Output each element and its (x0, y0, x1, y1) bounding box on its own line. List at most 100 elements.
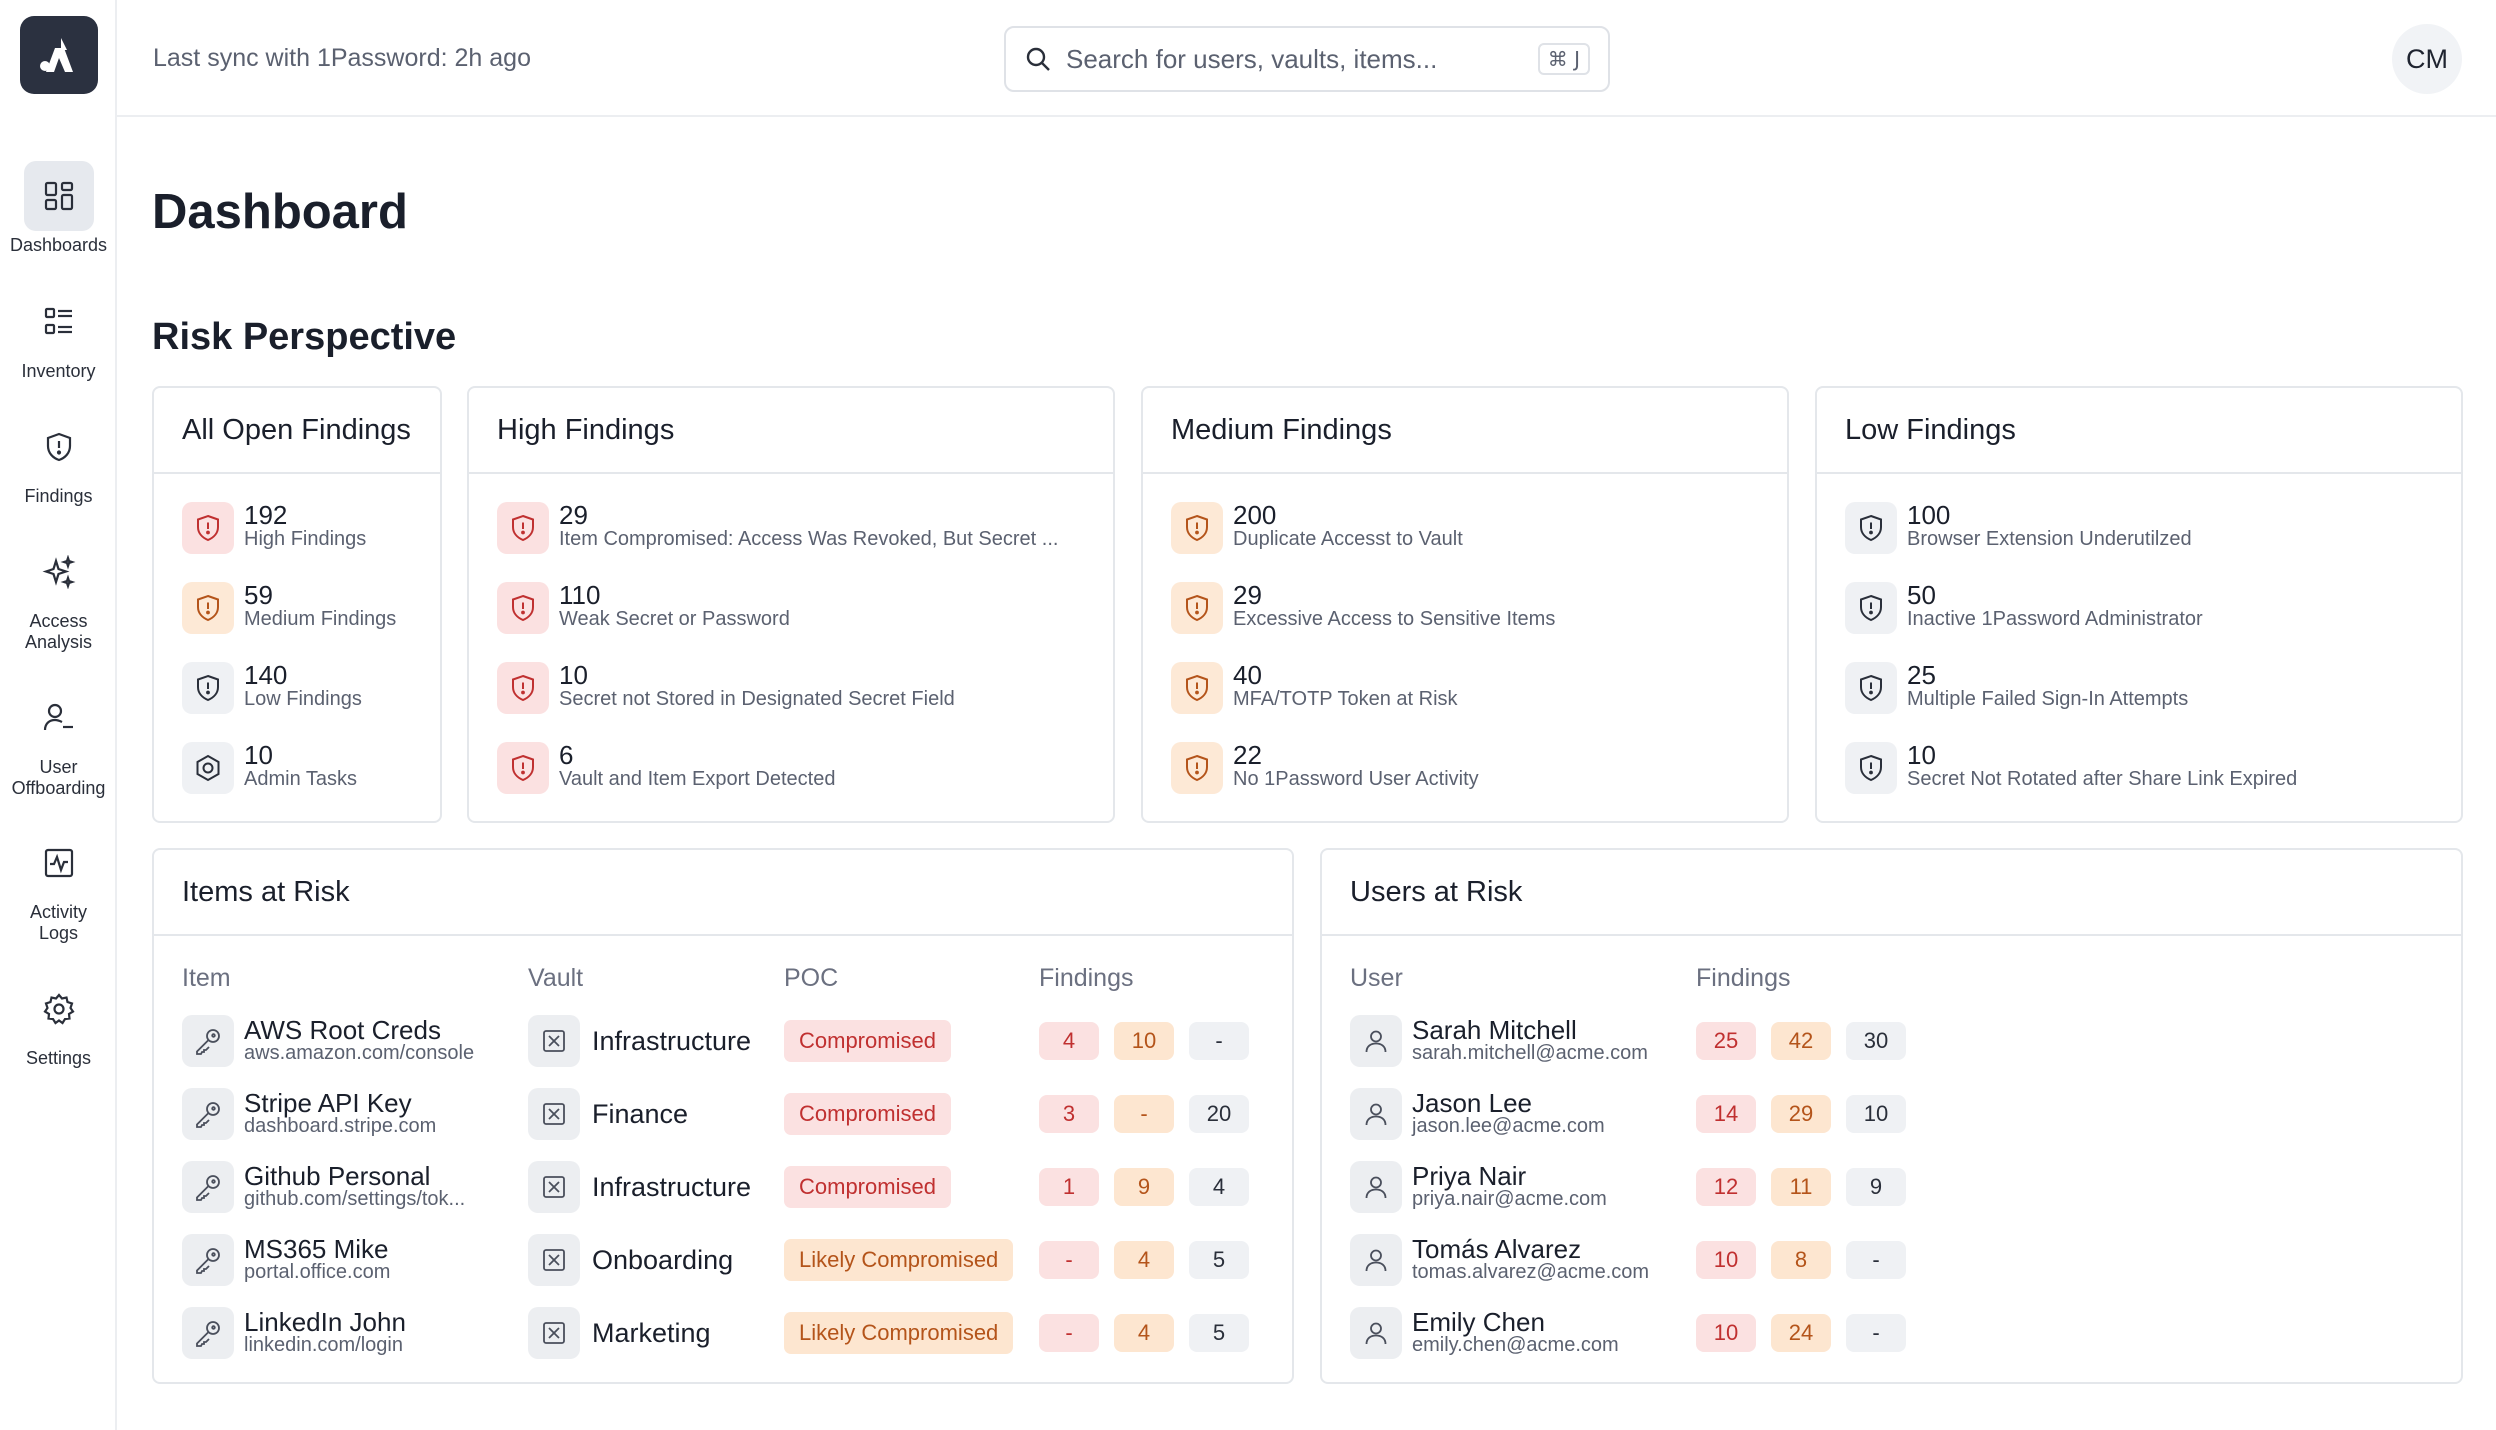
poc-badge: Compromised (784, 1020, 951, 1062)
finding-text: 192 High Findings (244, 502, 366, 550)
user-email: tomas.alvarez@acme.com (1412, 1261, 1650, 1283)
finding-row[interactable]: 140 Low Findings (182, 662, 362, 714)
key-icon (182, 1161, 234, 1213)
finding-label: Duplicate Accesst to Vault (1233, 528, 1463, 550)
table-row[interactable]: Emily Chen emily.chen@acme.com 10 24- (1322, 1302, 2461, 1364)
vault-name: Infrastructure (592, 1025, 752, 1056)
finding-label: Inactive 1Password Administrator (1907, 608, 2203, 630)
user-avatar[interactable]: CM (2392, 24, 2462, 94)
finding-row[interactable]: 10 Admin Tasks (182, 742, 357, 794)
finding-count-pill-red: 25 (1696, 1022, 1756, 1060)
finding-text: 10 Secret not Stored in Designated Secret… (559, 662, 955, 710)
vault-cell: Onboarding (528, 1229, 733, 1291)
list-icon (24, 287, 94, 357)
column-header-poc: POC (784, 964, 839, 992)
finding-row[interactable]: 40 MFA/TOTP Token at Risk (1171, 662, 1458, 714)
app-logo[interactable] (20, 16, 98, 94)
sidebar-item-findings[interactable]: Findings (0, 412, 117, 507)
all-open-findings-title: All Open Findings (154, 388, 440, 474)
sync-status: Last sync with 1Password: 2h ago (153, 44, 531, 72)
user-email: emily.chen@acme.com (1412, 1334, 1619, 1356)
item-url: github.com/settings/tok... (244, 1188, 466, 1210)
finding-text: 40 MFA/TOTP Token at Risk (1233, 662, 1458, 710)
finding-label: Secret Not Rotated after Share Link Expi… (1907, 768, 2298, 790)
finding-row[interactable]: 200 Duplicate Accesst to Vault (1171, 502, 1463, 554)
vault-icon (528, 1161, 580, 1213)
finding-count: 29 (559, 500, 588, 530)
table-row[interactable]: Jason Lee jason.lee@acme.com 14 29 10 (1322, 1083, 2461, 1145)
user-email: jason.lee@acme.com (1412, 1115, 1605, 1137)
user-name-wrap: Tomás Alvarez tomas.alvarez@acme.com (1412, 1236, 1650, 1283)
search-bar[interactable]: ⌘ J (1004, 26, 1610, 92)
table-row[interactable]: Stripe API Key dashboard.stripe.com Financ… (154, 1083, 1292, 1145)
sidebar-item-user-offboarding[interactable]: User Offboarding (0, 683, 117, 799)
search-input[interactable] (1066, 43, 1506, 75)
finding-count-pill-orange: 8 (1771, 1241, 1831, 1279)
key-icon (182, 1088, 234, 1140)
poc-cell: Likely Compromised (784, 1302, 1014, 1364)
finding-row[interactable]: 192 High Findings (182, 502, 366, 554)
shield-alert-icon (1845, 662, 1897, 714)
finding-count: 40 (1233, 660, 1262, 690)
findings-cell: 4 10- (1039, 1010, 1264, 1072)
finding-count-pill-red: 10 (1696, 1241, 1756, 1279)
finding-text: 110 Weak Secret or Password (559, 582, 790, 630)
sidebar-label-findings: Findings (24, 486, 93, 506)
column-header-item: Item (182, 964, 231, 992)
finding-count: 10 (1907, 740, 1936, 770)
finding-count: 140 (244, 660, 288, 690)
finding-row[interactable]: 22 No 1Password User Activity (1171, 742, 1479, 794)
table-row[interactable]: AWS Root Creds aws.amazon.com/console Infr… (154, 1010, 1292, 1072)
table-row[interactable]: LinkedIn John linkedin.com/login Marketing… (154, 1302, 1292, 1364)
item-name-wrap: LinkedIn John linkedin.com/login (244, 1307, 406, 1356)
table-row[interactable]: Github Personal github.com/settings/tok..… (154, 1156, 1292, 1218)
finding-row[interactable]: 10 Secret not Stored in Designated Secret… (497, 662, 955, 714)
finding-row[interactable]: 50 Inactive 1Password Administrator (1845, 582, 2203, 634)
item-url: linkedin.com/login (244, 1334, 403, 1356)
finding-count-pill-gray: - (1189, 1022, 1249, 1060)
sidebar-label-dashboards: Dashboards (9, 235, 108, 255)
sidebar-item-inventory[interactable]: Inventory (0, 287, 117, 382)
sidebar-item-settings[interactable]: Settings (0, 974, 117, 1069)
finding-text: 50 Inactive 1Password Administrator (1907, 582, 2203, 630)
user-icon (1350, 1161, 1402, 1213)
vault-name: Finance (592, 1098, 689, 1129)
finding-label: Secret not Stored in Designated Secret F… (559, 688, 955, 710)
sidebar-item-access-analysis[interactable]: Access Analysis (0, 537, 117, 653)
medium-findings-title: Medium Findings (1143, 388, 1787, 474)
item-cell: Stripe API Key dashboard.stripe.com (182, 1083, 436, 1145)
finding-count-pill-gray: 20 (1189, 1095, 1249, 1133)
finding-row[interactable]: 6 Vault and Item Export Detected (497, 742, 835, 794)
table-row[interactable]: Sarah Mitchell sarah.mitchell@acme.com 25 4… (1322, 1010, 2461, 1072)
table-row[interactable]: Tomás Alvarez tomas.alvarez@acme.com 10 8- (1322, 1229, 2461, 1291)
finding-row[interactable]: 29 Item Compromised: Access Was Revoked, … (497, 502, 1058, 554)
table-row[interactable]: MS365 Mike portal.office.com Onboarding Lik… (154, 1229, 1292, 1291)
finding-count-pill-gray: - (1846, 1314, 1906, 1352)
finding-text: 6 Vault and Item Export Detected (559, 742, 835, 790)
shield-icon (24, 412, 94, 482)
user-icon (1350, 1015, 1402, 1067)
table-row[interactable]: Priya Nair priya.nair@acme.com 12 11 9 (1322, 1156, 2461, 1218)
finding-label: Vault and Item Export Detected (559, 768, 836, 790)
shield-alert-icon (1171, 582, 1223, 634)
finding-row[interactable]: 10 Secret Not Rotated after Share Link Ex… (1845, 742, 2297, 794)
item-name: LinkedIn John (244, 1307, 406, 1337)
finding-row[interactable]: 59 Medium Findings (182, 582, 396, 634)
finding-row[interactable]: 29 Excessive Access to Sensitive Items (1171, 582, 1555, 634)
sidebar-label-activity-logs: Activity Logs (29, 902, 87, 943)
finding-count-pill-red: 3 (1039, 1095, 1099, 1133)
finding-count-pill-orange: - (1114, 1095, 1174, 1133)
sidebar-item-dashboards[interactable]: Dashboards (0, 161, 117, 256)
shield-alert-icon (1845, 502, 1897, 554)
finding-row[interactable]: 25 Multiple Failed Sign-In Attempts (1845, 662, 2188, 714)
finding-row[interactable]: 100 Browser Extension Underutilzed (1845, 502, 2192, 554)
column-header-user: User (1350, 964, 1403, 992)
finding-count: 22 (1233, 740, 1262, 770)
item-url: portal.office.com (244, 1261, 391, 1283)
finding-count-pill-orange: 4 (1114, 1314, 1174, 1352)
vault-name: Infrastructure (592, 1171, 752, 1202)
shield-alert-icon (1171, 502, 1223, 554)
sidebar-item-activity-logs[interactable]: Activity Logs (0, 828, 117, 944)
finding-text: 10 Secret Not Rotated after Share Link Ex… (1907, 742, 2297, 790)
finding-row[interactable]: 110 Weak Secret or Password (497, 582, 790, 634)
